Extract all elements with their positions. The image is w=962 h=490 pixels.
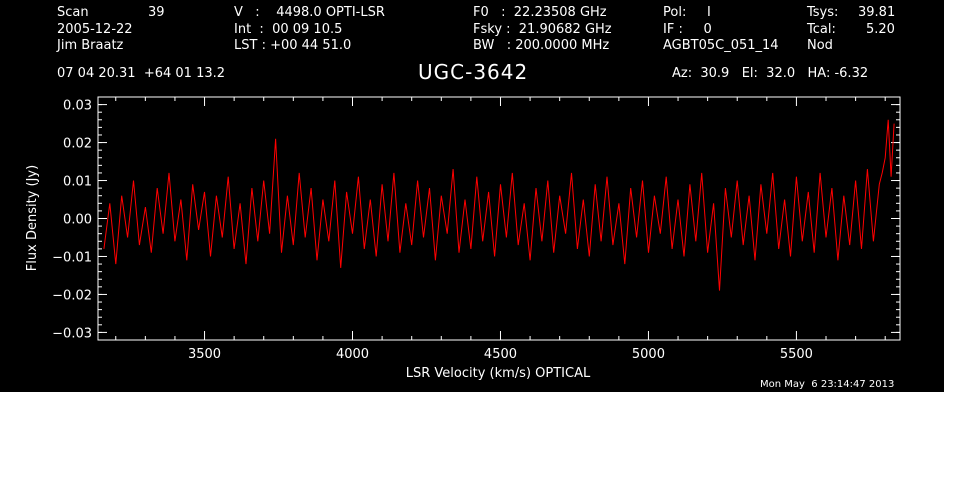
header-if: IF : 0 — [663, 22, 712, 37]
y-tick-label: 0.00 — [63, 213, 92, 228]
spectrum-trace — [103, 119, 895, 291]
header-observer: Jim Braatz — [57, 38, 124, 53]
header-rest-freq: F0 : 22.23508 GHz — [473, 5, 607, 20]
header-lst: LST : +00 44 51.0 — [234, 38, 352, 53]
y-tick-label: 0.02 — [63, 137, 92, 152]
header-polarization: Pol: I — [663, 5, 711, 20]
source-title: UGC-3642 — [418, 60, 529, 84]
header-mode: Nod — [807, 38, 833, 53]
x-tick-label: 5500 — [780, 347, 813, 362]
plot-datestamp: Mon May 6 23:14:47 2013 — [760, 379, 895, 390]
header-tsys-label: Tsys: — [807, 5, 839, 20]
header-project: AGBT05C_051_14 — [663, 38, 779, 53]
header-integration: Int : 00 09 10.5 — [234, 22, 343, 37]
y-tick-label: −0.01 — [52, 250, 92, 265]
header-tcal-value: 5.20 — [866, 22, 895, 37]
header-tcal-label: Tcal: — [807, 22, 836, 37]
y-axis-label: Flux Density (Jy) — [25, 165, 40, 271]
axis-ticks: 3500 4000 4500 5000 5500 −0.03 −0.02 −0.01 0.00 0… — [52, 97, 900, 362]
x-tick-label: 5000 — [632, 347, 665, 362]
spectrum-plot: 3500 4000 4500 5000 5500 −0.03 −0.02 −0.01 0.00 0… — [25, 96, 901, 381]
plot-frame — [97, 96, 901, 341]
y-tick-label: 0.01 — [63, 175, 92, 190]
spectrum-panel — [0, 0, 944, 392]
header-coordinates: 07 04 20.31 +64 01 13.2 — [57, 66, 226, 81]
header-scan-label: Scan — [57, 5, 89, 20]
x-tick-label: 3500 — [188, 347, 221, 362]
header-bandwidth: BW : 200.0000 MHz — [473, 38, 610, 53]
y-tick-label: −0.03 — [52, 326, 92, 341]
header-az-el-ha: Az: 30.9 El: 32.0 HA: -6.32 — [672, 66, 869, 81]
header-scan-value: 39 — [148, 5, 165, 20]
y-tick-label: 0.03 — [63, 99, 92, 114]
y-tick-label: −0.02 — [52, 288, 92, 303]
header-velocity: V : 4498.0 OPTI-LSR — [234, 5, 385, 20]
x-tick-label: 4000 — [336, 347, 369, 362]
x-axis-label: LSR Velocity (km/s) OPTICAL — [406, 366, 591, 381]
header-date: 2005-12-22 — [57, 22, 133, 37]
header-sky-freq: Fsky : 21.90682 GHz — [473, 22, 612, 37]
x-tick-label: 4500 — [484, 347, 517, 362]
header-tsys-value: 39.81 — [858, 5, 896, 20]
